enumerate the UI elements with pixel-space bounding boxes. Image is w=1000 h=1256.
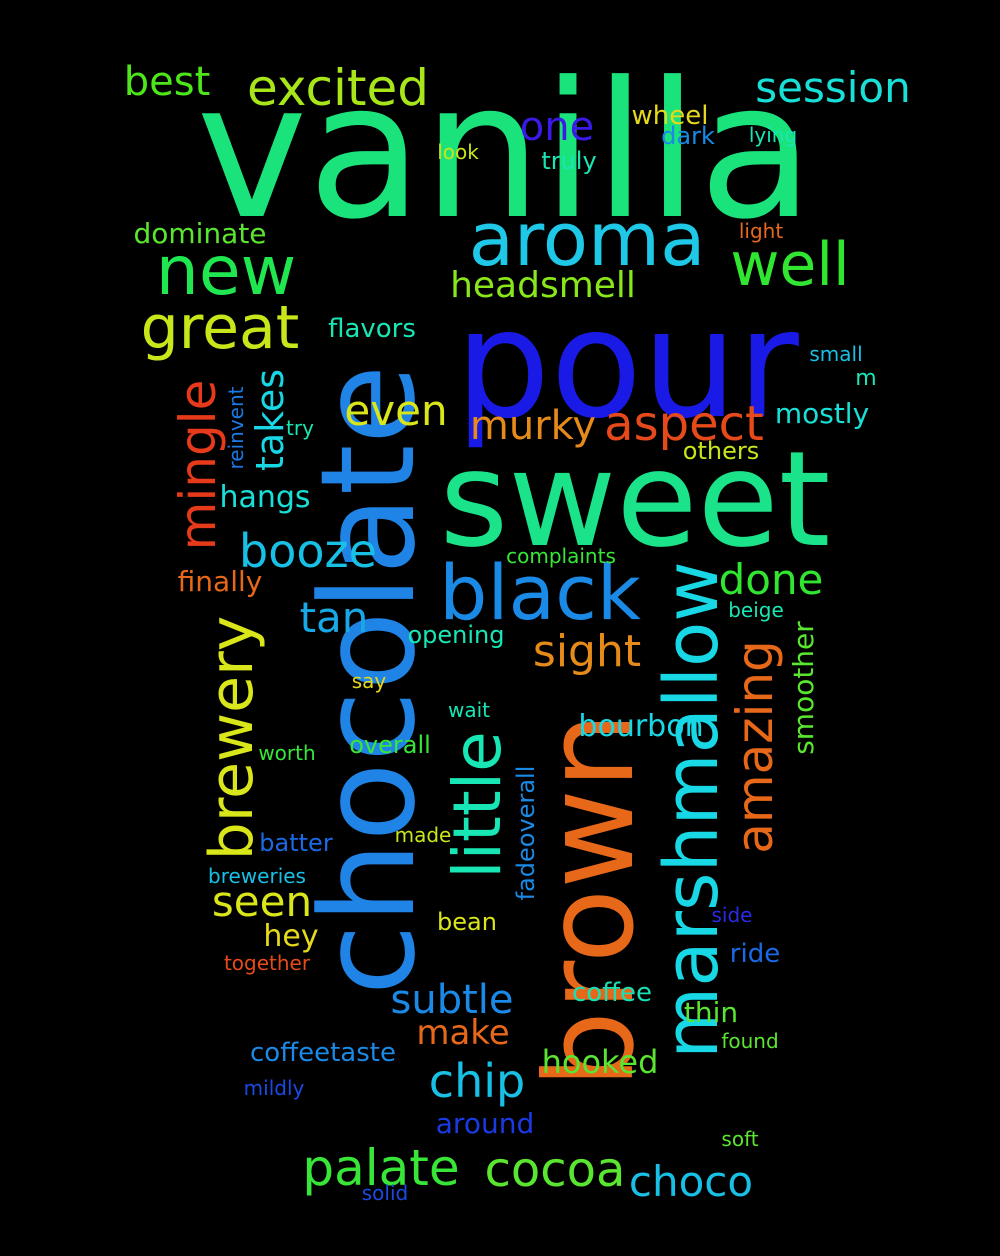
word-together: together — [223, 951, 311, 975]
word-flavors: flavors — [328, 314, 416, 344]
word-made: made — [394, 823, 452, 847]
word-thin: thin — [683, 996, 739, 1029]
word-coffeetaste: coffeetaste — [250, 1038, 396, 1068]
word-amazing: amazing — [726, 640, 784, 854]
word-finally: finally — [177, 565, 263, 598]
word-beige: beige — [728, 598, 784, 622]
word-try: try — [286, 416, 314, 440]
word-smoother: smoother — [787, 621, 820, 755]
word-mingle: mingle — [169, 379, 227, 551]
word-new: new — [155, 232, 297, 311]
word-choco: choco — [628, 1157, 754, 1206]
word-vanilla: vanilla — [196, 42, 814, 261]
word-little: little — [439, 731, 516, 879]
word-others: others — [682, 437, 760, 465]
word-well: well — [730, 230, 850, 300]
word-hooked: hooked — [541, 1043, 659, 1081]
word-batter: batter — [259, 829, 333, 857]
word-best: best — [123, 59, 211, 105]
word-mostly: mostly — [774, 397, 870, 430]
word-aroma: aroma — [468, 197, 706, 283]
word-aspect: aspect — [604, 396, 764, 452]
word-hey: hey — [263, 919, 319, 954]
word-done: done — [718, 555, 824, 604]
word-side: side — [711, 903, 753, 927]
word-palate: palate — [302, 1139, 460, 1197]
word-wheel: wheel — [631, 101, 709, 131]
word-seen: seen — [211, 877, 313, 926]
word-complaints: complaints — [506, 544, 616, 568]
word-excited: excited — [246, 59, 430, 117]
word-sight: sight — [532, 626, 642, 677]
word-session: session — [755, 63, 911, 112]
word-hangs: hangs — [219, 480, 311, 515]
word-make: make — [416, 1013, 510, 1053]
word-fadeoverall: fadeoverall — [512, 765, 540, 901]
word-great: great — [140, 293, 300, 363]
word-soft: soft — [721, 1127, 759, 1151]
word-takes: takes — [248, 368, 292, 472]
word-one: one — [519, 104, 595, 150]
word-chip: chip — [428, 1054, 526, 1108]
word-solid: solid — [361, 1181, 409, 1205]
word-cocoa: cocoa — [484, 1142, 626, 1198]
word-dominate: dominate — [133, 217, 267, 250]
word-breweries: breweries — [208, 864, 306, 888]
word-worth: worth — [258, 741, 316, 765]
word-reinvent: reinvent — [224, 386, 248, 470]
word-lying: lying — [748, 123, 798, 147]
word-bourbon: bourbon — [578, 709, 704, 744]
word-light: light — [738, 219, 784, 243]
word-even: even — [344, 386, 448, 435]
word-opening: opening — [407, 621, 505, 649]
word-brewery: brewery — [197, 615, 267, 861]
word-brown: brown — [519, 711, 661, 1089]
word-truly: truly — [541, 147, 597, 175]
word-say: say — [351, 669, 387, 693]
word-marshmallow: marshmallow — [649, 561, 735, 1059]
word-wait: wait — [447, 698, 491, 722]
word-bean: bean — [437, 908, 497, 936]
word-m: m — [855, 366, 877, 391]
word-sweet: sweet — [439, 423, 831, 577]
word-black: black — [439, 548, 641, 637]
word-dark: dark — [661, 122, 715, 150]
word-ride: ride — [729, 939, 781, 969]
word-booze: booze — [239, 524, 377, 578]
word-mildly: mildly — [243, 1076, 305, 1100]
word-headsmell: headsmell — [450, 265, 636, 306]
word-subtle: subtle — [390, 977, 514, 1023]
word-small: small — [809, 342, 863, 366]
word-around: around — [435, 1107, 535, 1140]
word-found: found — [721, 1029, 779, 1053]
word-look: look — [437, 140, 479, 164]
word-pour: pour — [455, 278, 799, 452]
word-murky: murky — [469, 403, 597, 449]
word-tan: tan — [299, 593, 369, 642]
word-coffee: coffee — [571, 978, 653, 1008]
word-overall: overall — [349, 731, 431, 759]
